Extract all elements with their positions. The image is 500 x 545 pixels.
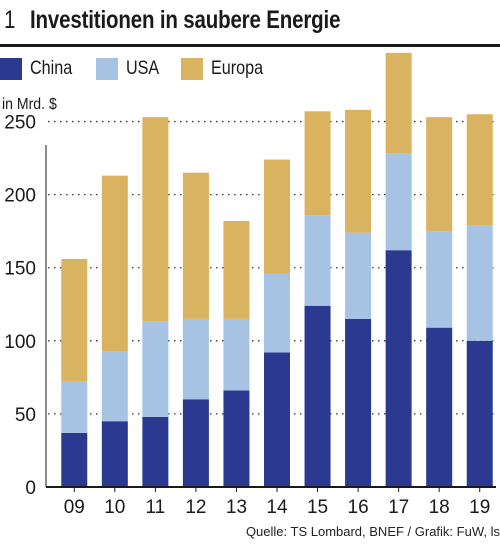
bar-china-17 xyxy=(385,250,412,487)
x-tick-label-15: 15 xyxy=(307,497,328,518)
legend-swatch-usa xyxy=(95,58,118,80)
bar-china-09 xyxy=(61,432,88,487)
bar-usa-17 xyxy=(385,153,412,251)
bar-china-18 xyxy=(426,327,453,487)
bar-china-13 xyxy=(223,390,250,487)
legend-swatch-china xyxy=(0,58,22,80)
bar-europa-17 xyxy=(385,52,412,154)
bar-europa-09 xyxy=(61,258,88,382)
bar-usa-13 xyxy=(223,318,250,391)
bar-usa-10 xyxy=(101,351,128,422)
legend-label-usa: USA xyxy=(125,58,159,79)
x-tick-label-09: 09 xyxy=(64,497,85,518)
legend-swatch-europa xyxy=(180,58,203,80)
bar-europa-19 xyxy=(466,114,493,226)
bar-europa-14 xyxy=(264,159,290,274)
bar-china-11 xyxy=(142,416,169,487)
bar-usa-15 xyxy=(304,215,331,306)
source-note: Quelle: TS Lombard, BNEF / Grafik: FuW, … xyxy=(245,524,500,539)
x-tick-label-19: 19 xyxy=(469,497,490,518)
legend-item-usa: USA xyxy=(95,58,165,80)
y-tick-label-150: 150 xyxy=(4,259,36,280)
x-tick-label-18: 18 xyxy=(429,497,450,518)
x-tick-label-12: 12 xyxy=(185,497,206,518)
bar-europa-13 xyxy=(223,220,250,319)
legend-item-europa: Europa xyxy=(180,58,272,80)
y-tick-label-200: 200 xyxy=(4,186,36,207)
bar-usa-14 xyxy=(264,273,290,353)
bar-europa-12 xyxy=(182,172,209,319)
legend-label-china: China xyxy=(30,58,73,79)
y-axis-unit-label: in Mrd. $ xyxy=(2,96,57,113)
figure-number: 1 xyxy=(4,6,16,34)
title-rule xyxy=(0,44,500,47)
legend-item-china: China xyxy=(0,58,80,80)
y-tick-label-100: 100 xyxy=(4,332,36,353)
bar-china-16 xyxy=(345,318,372,487)
legend-label-europa: Europa xyxy=(210,58,263,79)
x-tick-label-14: 14 xyxy=(266,497,288,518)
bar-usa-11 xyxy=(142,321,169,417)
bar-usa-16 xyxy=(345,232,372,319)
bar-china-19 xyxy=(466,340,493,487)
bar-europa-15 xyxy=(304,111,331,216)
bar-europa-10 xyxy=(101,175,128,352)
bar-usa-18 xyxy=(426,231,453,328)
bar-usa-19 xyxy=(466,225,493,341)
y-tick-label-0: 0 xyxy=(25,478,36,499)
x-tick-label-17: 17 xyxy=(388,497,409,518)
bar-china-15 xyxy=(304,305,331,487)
chart-title-row: 1 Investitionen in saubere Energie xyxy=(4,6,408,40)
bar-usa-09 xyxy=(61,381,88,433)
x-tick-label-11: 11 xyxy=(145,497,165,518)
bar-europa-11 xyxy=(142,117,169,322)
bar-china-10 xyxy=(101,421,128,487)
chart-title: Investitionen in saubere Energie xyxy=(30,6,341,34)
bar-europa-16 xyxy=(345,109,372,233)
bar-usa-12 xyxy=(182,318,209,400)
x-tick-label-16: 16 xyxy=(348,497,369,518)
bar-china-14 xyxy=(264,352,290,487)
y-tick-label-250: 250 xyxy=(4,113,36,134)
bar-europa-18 xyxy=(426,117,453,232)
x-tick-label-10: 10 xyxy=(104,497,125,518)
legend: China USA Europa xyxy=(0,56,288,82)
bar-china-12 xyxy=(182,399,209,487)
y-tick-label-50: 50 xyxy=(15,405,36,426)
x-tick-label-13: 13 xyxy=(226,497,247,518)
